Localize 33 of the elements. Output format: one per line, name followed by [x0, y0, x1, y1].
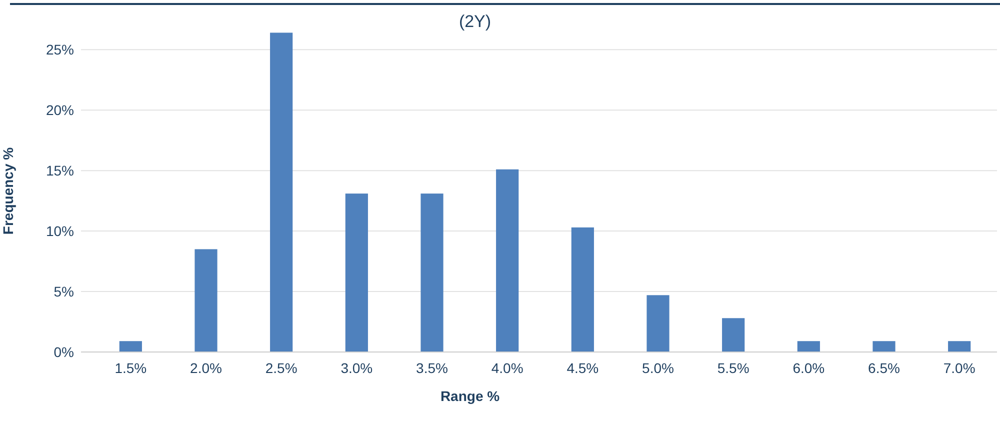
- bar: [194, 249, 218, 352]
- bar: [270, 32, 293, 352]
- x-tick-label: 6.0%: [792, 360, 825, 376]
- y-tick-label: 10%: [46, 222, 74, 239]
- bar: [948, 341, 971, 352]
- x-tick-label: 5.5%: [717, 360, 750, 376]
- x-tick-label: 1.5%: [114, 360, 147, 376]
- x-tick-label: 2.5%: [265, 360, 298, 376]
- x-tick-label: 2.0%: [190, 360, 222, 376]
- y-tick-label: 25%: [46, 42, 74, 58]
- x-tick-label: 7.0%: [943, 360, 976, 376]
- bar: [345, 194, 368, 352]
- x-tick-label: 4.5%: [566, 360, 599, 376]
- bar: [496, 169, 519, 352]
- x-tick-label: 5.0%: [642, 360, 674, 376]
- y-tick-label: 0%: [54, 344, 74, 360]
- x-tick-label: 6.5%: [868, 360, 900, 376]
- bar: [646, 295, 670, 352]
- x-tick-label: 3.5%: [416, 360, 448, 376]
- x-tick-label: 4.0%: [491, 360, 524, 376]
- bar: [420, 194, 444, 352]
- bar: [797, 341, 820, 352]
- bar: [722, 318, 745, 352]
- bar: [119, 341, 142, 352]
- bar: [872, 341, 896, 352]
- y-tick-label: 15%: [46, 162, 74, 178]
- y-tick-label: 5%: [54, 283, 74, 300]
- x-tick-label: 3.0%: [340, 360, 373, 376]
- y-axis-title: Frequency %: [0, 146, 16, 235]
- chart-title: (2Y): [458, 12, 492, 31]
- y-tick-label: 20%: [46, 102, 74, 118]
- x-axis-title: Range %: [440, 388, 500, 404]
- bar: [571, 227, 594, 352]
